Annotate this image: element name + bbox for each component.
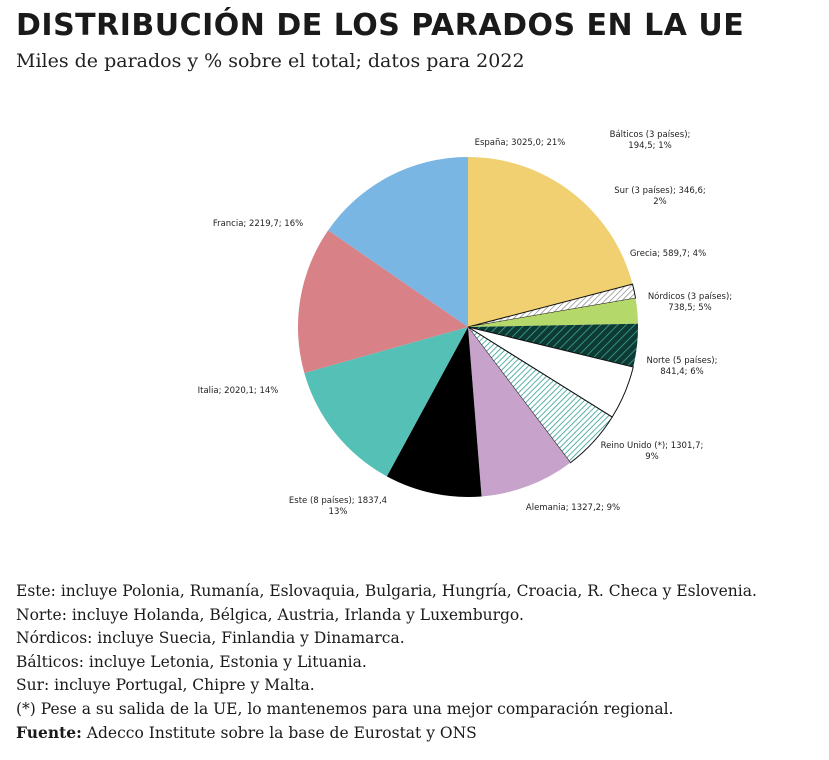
footnote-text: Adecco Institute sobre la base de Eurost… bbox=[81, 724, 477, 742]
footnote-line: Fuente: Adecco Institute sobre la base d… bbox=[16, 721, 821, 746]
pie-slice bbox=[468, 298, 638, 327]
footnote-line: Nórdicos: incluye Suecia, Finlandia y Di… bbox=[16, 627, 821, 651]
footnote-text: Norte: incluye Holanda, Bélgica, Austria… bbox=[16, 605, 524, 624]
footnote-text: Bálticos: incluye Letonia, Estonia y Lit… bbox=[16, 652, 367, 671]
footnote-text: Nórdicos: incluye Suecia, Finlandia y Di… bbox=[16, 629, 405, 647]
slice-label: Francia; 2219,7; 16% bbox=[213, 219, 303, 229]
pie-slice bbox=[328, 157, 468, 327]
footnote-line: Bálticos: incluye Letonia, Estonia y Lit… bbox=[16, 651, 821, 675]
pie-slice bbox=[386, 327, 482, 498]
footnote-line: Sur: incluye Portugal, Chipre y Malta. bbox=[16, 674, 821, 698]
chart-subtitle: Miles de parados y % sobre el total; dat… bbox=[16, 50, 525, 72]
slice-label: Bálticos (3 países); 194,5; 1% bbox=[610, 130, 691, 151]
slice-label: Este (8 países); 1837,4 13% bbox=[289, 496, 387, 517]
pie-slice bbox=[468, 323, 639, 367]
slice-label: Italia; 2020,1; 14% bbox=[198, 386, 279, 396]
footnote-line: (*) Pese a su salida de la UE, lo manten… bbox=[16, 698, 821, 722]
pie-slice bbox=[468, 157, 633, 327]
pie-slice bbox=[304, 327, 468, 477]
chart-title: DISTRIBUCIÓN DE LOS PARADOS EN LA UE bbox=[16, 8, 745, 43]
slice-label: Nórdicos (3 países); 738,5; 5% bbox=[648, 291, 732, 313]
pie-slices bbox=[297, 157, 639, 498]
slice-label: Norte (5 países); 841,4; 6% bbox=[647, 356, 718, 377]
footnotes: Este: incluye Polonia, Rumanía, Eslovaqu… bbox=[16, 580, 821, 746]
slice-label: España; 3025,0; 21% bbox=[475, 138, 566, 148]
slice-label: Sur (3 países); 346,6; 2% bbox=[614, 186, 706, 207]
footnote-text: Sur: incluye Portugal, Chipre y Malta. bbox=[16, 676, 315, 694]
footnote-text: (*) Pese a su salida de la UE, lo manten… bbox=[16, 699, 674, 718]
pie-chart: España; 3025,0; 21% Bálticos (3 países); 1… bbox=[198, 130, 733, 517]
pie-slice bbox=[468, 327, 571, 497]
slice-label: Reino Unido (*); 1301,7; 9% bbox=[601, 441, 704, 462]
pie-slice bbox=[467, 283, 637, 328]
footnote-line: Este: incluye Polonia, Rumanía, Eslovaqu… bbox=[16, 580, 821, 604]
pie-slice bbox=[467, 326, 613, 464]
slice-label: Alemania; 1327,2; 9% bbox=[526, 503, 620, 513]
pie-slice bbox=[297, 230, 468, 373]
footnote-text: Este: incluye Polonia, Rumanía, Eslovaqu… bbox=[16, 582, 757, 600]
pie-slice-labels: España; 3025,0; 21% Bálticos (3 países); 1… bbox=[198, 130, 733, 517]
footnote-line: Norte: incluye Holanda, Bélgica, Austria… bbox=[16, 604, 821, 628]
slice-label: Grecia; 589,7; 4% bbox=[630, 249, 706, 259]
footnote-bold-label: Fuente: bbox=[16, 723, 82, 742]
